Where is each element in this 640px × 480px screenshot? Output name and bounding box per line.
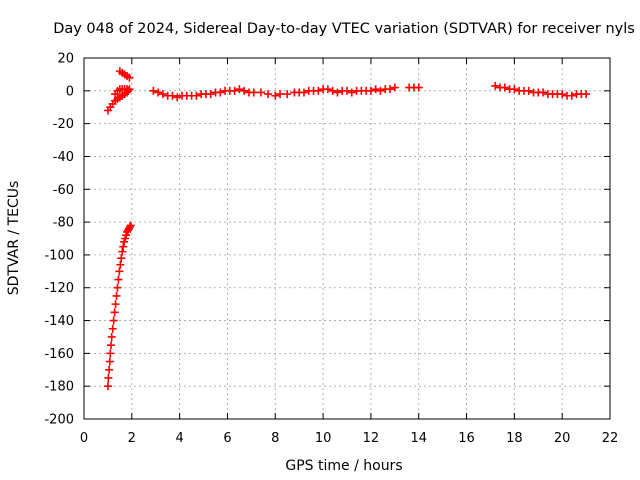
- data-point: [126, 221, 135, 230]
- data-point: [271, 91, 280, 100]
- data-point: [558, 90, 567, 99]
- x-tick-label: 6: [223, 431, 231, 446]
- data-point: [154, 88, 163, 97]
- data-point: [158, 90, 167, 99]
- data-point: [539, 88, 548, 97]
- y-tick-label: -100: [44, 248, 74, 263]
- data-point: [125, 85, 134, 94]
- data-point: [192, 91, 201, 100]
- data-point: [105, 357, 114, 366]
- data-point: [500, 83, 509, 92]
- y-tick-label: 20: [57, 52, 74, 67]
- data-point: [116, 260, 125, 269]
- data-point: [173, 93, 182, 102]
- data-point: [333, 88, 342, 97]
- data-point: [376, 86, 385, 95]
- x-axis-label: GPS time / hours: [285, 458, 402, 474]
- data-point: [371, 85, 380, 94]
- data-point: [206, 90, 215, 99]
- data-points: [103, 67, 591, 391]
- data-point: [276, 90, 285, 99]
- x-tick-label: 22: [602, 431, 619, 446]
- y-tick-label: -180: [44, 380, 74, 395]
- x-tick-label: 12: [363, 431, 380, 446]
- data-point: [168, 91, 177, 100]
- y-tick-label: -120: [44, 281, 74, 296]
- data-point: [149, 86, 158, 95]
- data-point: [216, 88, 225, 97]
- x-tick-label: 2: [128, 431, 136, 446]
- data-point: [524, 86, 533, 95]
- data-point: [567, 91, 576, 100]
- y-tick-label: -60: [53, 183, 74, 198]
- chart-title: Day 048 of 2024, Sidereal Day-to-day VTE…: [53, 21, 635, 37]
- data-point: [314, 86, 323, 95]
- data-point: [235, 85, 244, 94]
- data-point: [110, 308, 119, 317]
- data-point: [230, 86, 239, 95]
- x-tick-label: 0: [80, 431, 88, 446]
- data-point: [117, 254, 126, 263]
- data-point: [104, 373, 113, 382]
- data-point: [106, 349, 115, 358]
- y-tick-label: -40: [53, 150, 74, 165]
- data-point: [115, 267, 124, 276]
- data-point: [240, 86, 249, 95]
- data-point: [386, 85, 395, 94]
- data-point: [107, 341, 116, 350]
- y-tick-label: -200: [44, 413, 74, 428]
- data-point: [111, 300, 120, 309]
- data-point: [256, 88, 265, 97]
- data-point: [109, 316, 118, 325]
- data-point: [347, 88, 356, 97]
- x-tick-label: 18: [506, 431, 523, 446]
- x-tick-label: 8: [271, 431, 279, 446]
- y-tick-label: 0: [66, 84, 74, 99]
- data-point: [105, 365, 114, 374]
- data-point: [112, 291, 121, 300]
- y-tick-label: -140: [44, 314, 74, 329]
- data-point: [107, 332, 116, 341]
- data-point: [283, 90, 292, 99]
- data-point: [125, 73, 134, 82]
- data-point: [299, 88, 308, 97]
- y-tick-label: -160: [44, 347, 74, 362]
- data-point: [390, 83, 399, 92]
- x-tick-label: 20: [554, 431, 571, 446]
- data-point: [113, 283, 122, 292]
- data-point: [343, 86, 351, 95]
- x-tick-label: 4: [175, 431, 183, 446]
- y-axis-label: SDTVAR / TECUs: [6, 181, 22, 296]
- data-point: [118, 247, 127, 256]
- x-tick-label: 16: [458, 431, 475, 446]
- data-point: [114, 275, 123, 284]
- data-point: [249, 88, 258, 97]
- data-point: [491, 81, 500, 90]
- data-point: [582, 90, 591, 99]
- y-tick-label: -80: [53, 216, 74, 231]
- data-point: [264, 90, 273, 99]
- x-tick-label: 14: [410, 431, 427, 446]
- data-point: [328, 86, 337, 95]
- data-point: [414, 83, 423, 92]
- data-point: [323, 85, 332, 94]
- plot-frame: [83, 57, 611, 420]
- y-tick-label: -20: [53, 117, 74, 132]
- data-point: [103, 382, 112, 391]
- x-tick-label: 10: [315, 431, 332, 446]
- data-point: [510, 85, 519, 94]
- data-point: [124, 86, 133, 95]
- data-point: [366, 86, 375, 95]
- data-point: [119, 242, 128, 251]
- grid: [84, 58, 610, 419]
- data-point: [108, 324, 117, 333]
- x-axis-ticks: 0 2 4 6 8 10 12 14 16 18 20 22: [80, 58, 618, 446]
